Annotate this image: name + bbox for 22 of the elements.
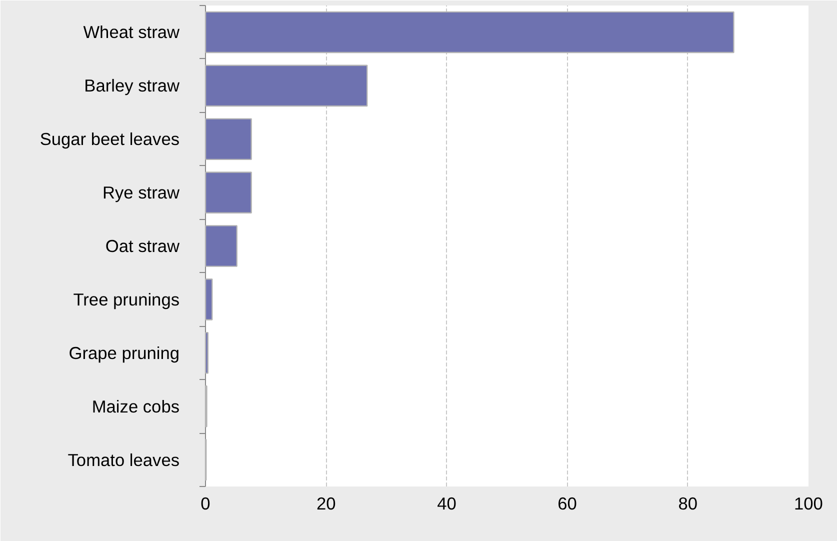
- bar: [204, 118, 252, 160]
- y-tick-label: Barley straw: [84, 76, 180, 96]
- y-tick-label: Maize cobs: [92, 396, 180, 416]
- y-tick-label: Grape pruning: [68, 342, 180, 363]
- y-tick-label: Tomato leaves: [68, 450, 180, 470]
- x-tick-label: 60: [558, 494, 577, 514]
- y-tick-label: Wheat straw: [83, 22, 180, 42]
- x-tick-label: 0: [200, 494, 210, 514]
- bar: [204, 11, 734, 54]
- bar: [204, 172, 252, 214]
- bar: [204, 64, 368, 107]
- y-tick-label: Sugar beet leaves: [40, 129, 180, 150]
- y-tick-label: Tree prunings: [73, 289, 180, 310]
- x-tick-label: 40: [437, 494, 456, 514]
- x-tick-label: 100: [794, 494, 823, 514]
- bar: [204, 225, 238, 267]
- x-tick-label: 80: [678, 494, 698, 514]
- x-tick-label: 20: [316, 494, 336, 514]
- bar: [204, 332, 209, 374]
- y-tick-label: Rye straw: [102, 182, 180, 203]
- bar: [204, 278, 213, 320]
- y-tick-label: Oat straw: [105, 236, 180, 256]
